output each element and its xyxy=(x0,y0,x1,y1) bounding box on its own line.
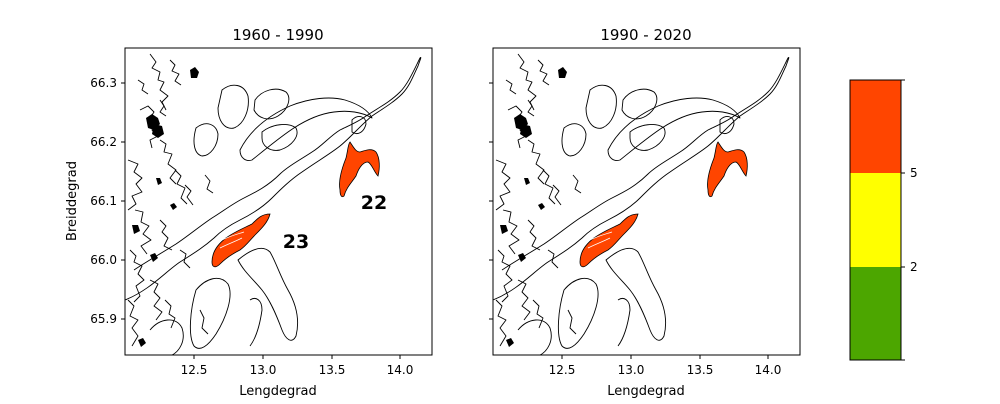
x-tick-label: 13.5 xyxy=(319,363,346,377)
map-panel-1990-2020: 1990 - 2020 12.5 13.0 13.5 14.0 Lengdegr… xyxy=(489,26,801,399)
y-tick-label: 66.0 xyxy=(90,253,117,267)
region-label-22: 22 xyxy=(361,192,387,214)
x-axis-label: Lengdegrad xyxy=(607,384,685,399)
y-axis-label: Breiddegrad xyxy=(65,161,80,241)
color-bar-mid-segment xyxy=(850,173,901,267)
panel-title: 1990 - 2020 xyxy=(600,26,691,44)
y-tick-label: 65.9 xyxy=(90,312,117,326)
color-bar-low-segment xyxy=(850,267,901,360)
x-tick-label: 12.5 xyxy=(549,363,576,377)
x-tick-label: 14.0 xyxy=(755,363,782,377)
x-tick-label: 13.0 xyxy=(618,363,645,377)
y-tick-label: 66.1 xyxy=(90,194,117,208)
x-tick-label: 14.0 xyxy=(387,363,414,377)
color-bar-frame xyxy=(849,79,902,361)
panel-title: 1960 - 1990 xyxy=(232,26,323,44)
y-tick-label: 66.2 xyxy=(90,135,117,149)
x-axis-label: Lengdegrad xyxy=(239,384,317,399)
color-bar: 5 2 xyxy=(849,79,918,361)
x-tick-label: 12.5 xyxy=(181,363,208,377)
color-bar-tick-label: 2 xyxy=(910,260,918,274)
y-tick-label: 66.3 xyxy=(90,76,117,90)
x-tick-label: 13.5 xyxy=(687,363,714,377)
region-label-23: 23 xyxy=(283,231,309,253)
color-bar-tick-label: 5 xyxy=(910,166,918,180)
color-bar-high-segment xyxy=(850,80,901,173)
map-panel-1960-1990: 1960 - 1990 22 23 12.5 13.0 13.5 14.0 Le… xyxy=(65,26,433,399)
map-frame xyxy=(492,47,801,356)
x-tick-label: 13.0 xyxy=(250,363,277,377)
